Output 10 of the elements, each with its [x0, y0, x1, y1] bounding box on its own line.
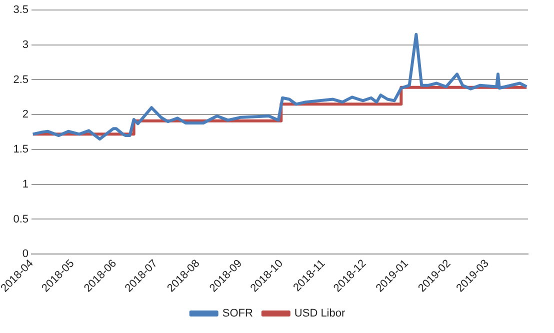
y-tick-label: 3.5	[13, 4, 29, 16]
y-tick-label: 1	[22, 178, 29, 190]
y-tick-label: 2.5	[13, 74, 29, 86]
legend-label: USD Libor	[294, 308, 346, 320]
y-tick-label: 3	[22, 38, 29, 51]
y-tick-label: 2	[22, 108, 29, 121]
y-tick-label: 0	[22, 248, 29, 260]
y-tick-label: 0.5	[13, 213, 29, 226]
legend-label: SOFR	[222, 308, 253, 320]
y-tick-label: 1.5	[13, 144, 29, 156]
